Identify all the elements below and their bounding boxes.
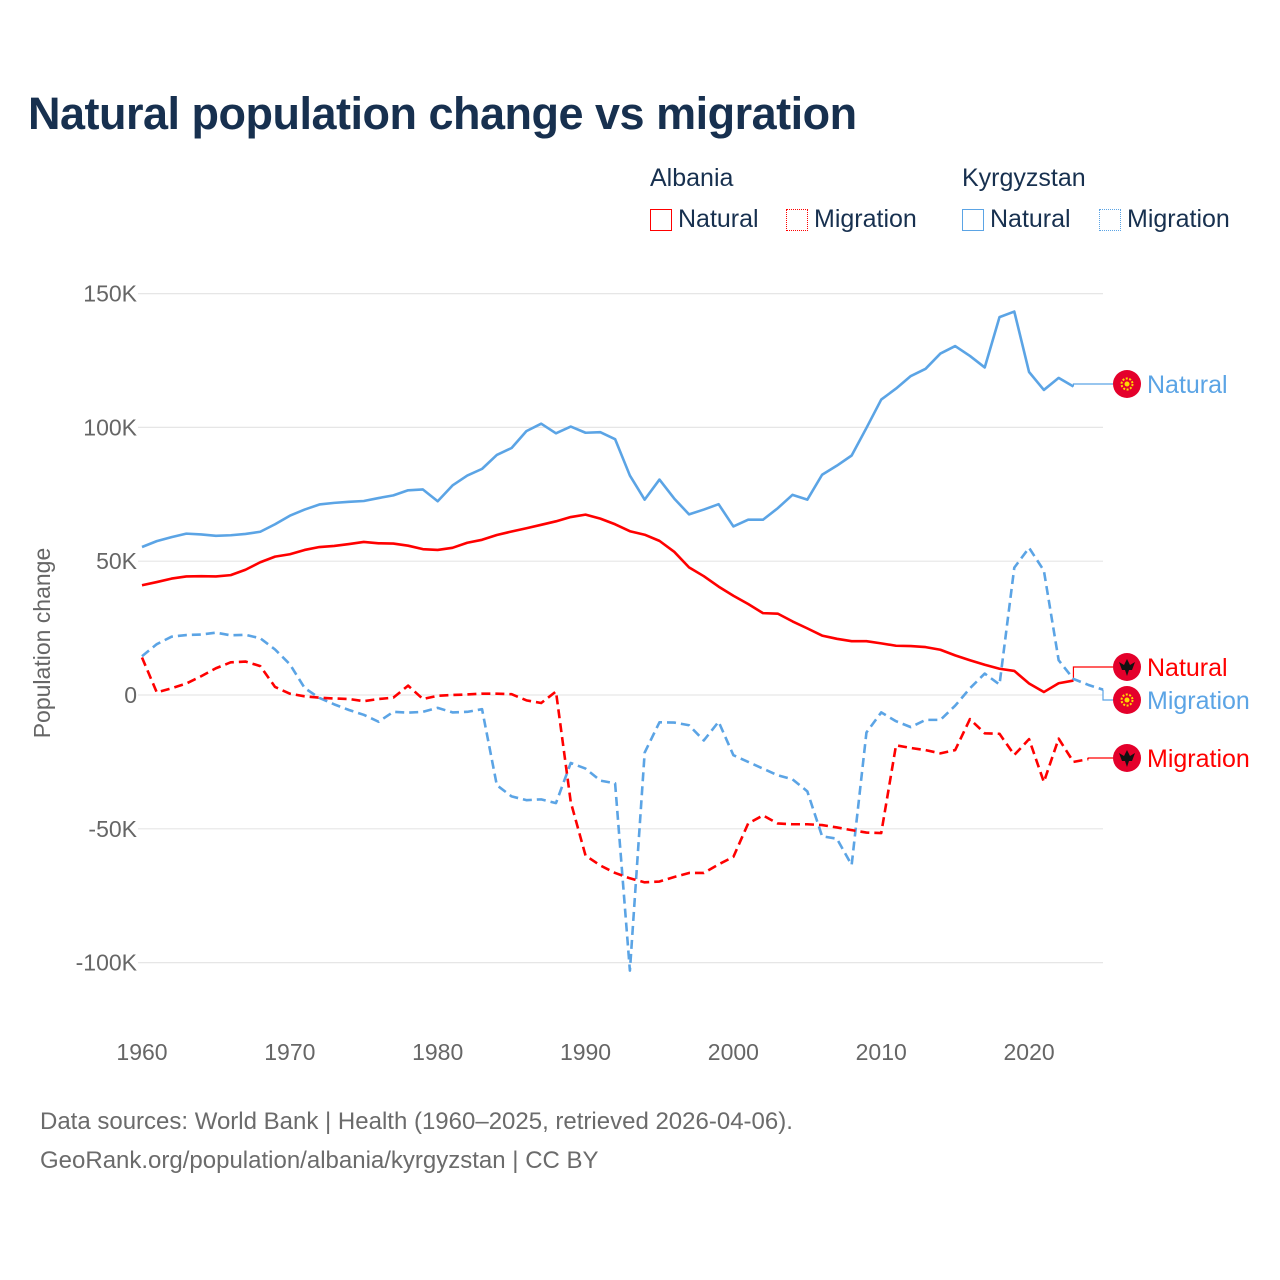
y-tick-label: -100K <box>76 950 138 976</box>
x-tick-label: 2000 <box>708 1039 759 1065</box>
legend-group-albania: Albania <box>650 164 734 192</box>
y-axis-label: Population change <box>29 548 55 739</box>
label-connector <box>1072 383 1113 387</box>
series-line-kyrgyzstan-natural <box>141 310 1075 549</box>
label-connector <box>1072 666 1113 681</box>
label-connector <box>1102 689 1113 701</box>
eagle-icon <box>1119 750 1135 767</box>
series-line-kyrgyzstan-migration <box>141 546 1104 972</box>
x-tick-label: 1980 <box>412 1039 463 1065</box>
y-tick-label: 50K <box>96 548 138 574</box>
sun-icon <box>1120 377 1134 391</box>
legend-swatch-solid <box>962 208 984 231</box>
legend-group-kyrgyzstan: Kyrgyzstan <box>962 164 1086 192</box>
legend-kyrgyzstan-natural[interactable]: Natural <box>962 205 1071 234</box>
y-tick-label: 0 <box>124 682 137 708</box>
sun-icon-center <box>1124 381 1130 387</box>
sun-icon-center <box>1124 697 1130 703</box>
y-tick-label: -50K <box>88 816 137 842</box>
legend-kyrgyzstan-migration[interactable]: Migration <box>1099 205 1230 234</box>
legend-label: Migration <box>814 205 917 233</box>
series-line-albania-migration <box>140 657 1089 884</box>
series-line-albania-natural <box>141 513 1074 694</box>
chart-title: Natural population change vs migration <box>28 88 857 139</box>
legend-swatch-dotted <box>1099 208 1121 231</box>
legend-swatch-solid <box>650 208 672 231</box>
series-end-label: Migration <box>1147 687 1250 715</box>
legend-label: Migration <box>1127 205 1230 233</box>
sun-icon <box>1120 693 1134 707</box>
x-tick-label: 1990 <box>560 1039 611 1065</box>
series-end-label: Migration <box>1147 745 1250 773</box>
series-end-label: Natural <box>1147 654 1228 682</box>
legend-albania-natural[interactable]: Natural <box>650 205 759 234</box>
legend-label: Natural <box>990 205 1071 233</box>
eagle-icon <box>1119 659 1135 676</box>
legend-albania-migration[interactable]: Migration <box>786 205 917 234</box>
x-tick-label: 2020 <box>1003 1039 1054 1065</box>
x-tick-label: 1970 <box>264 1039 315 1065</box>
footer-attribution[interactable]: GeoRank.org/population/albania/kyrgyzsta… <box>40 1147 599 1174</box>
y-tick-label: 100K <box>83 414 137 440</box>
legend-label: Natural <box>678 205 759 233</box>
legend-swatch-dotted <box>786 208 808 231</box>
footer-sources: Data sources: World Bank | Health (1960–… <box>40 1108 793 1135</box>
label-connector <box>1087 757 1113 760</box>
y-tick-label: 150K <box>83 281 137 307</box>
x-tick-label: 2010 <box>856 1039 907 1065</box>
x-tick-label: 1960 <box>116 1039 167 1065</box>
series-end-label: Natural <box>1147 371 1228 399</box>
